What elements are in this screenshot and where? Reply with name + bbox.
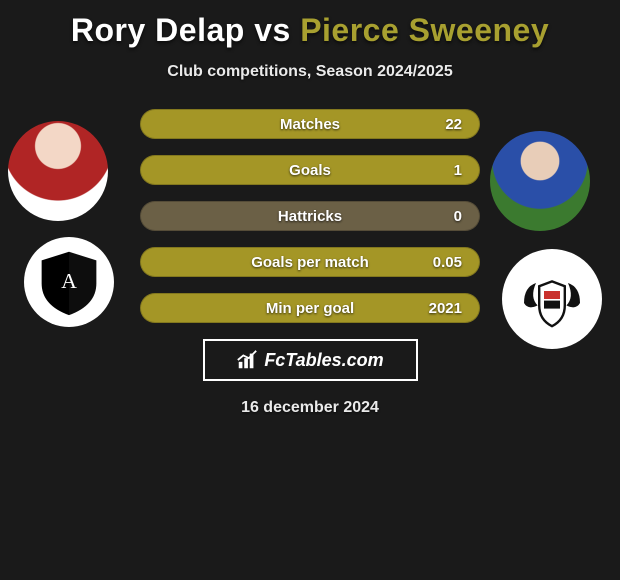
svg-text:A: A xyxy=(61,269,77,293)
player2-avatar xyxy=(490,131,590,231)
stat-bars: Matches 22 Goals 1 Hattricks 0 Goals per… xyxy=(140,109,480,323)
date-text: 16 december 2024 xyxy=(0,399,620,417)
stat-bar-matches: Matches 22 xyxy=(140,109,480,139)
player1-club-crest: A xyxy=(24,237,114,327)
crest-icon xyxy=(512,259,592,339)
page-title: Rory Delap vs Pierce Sweeney xyxy=(0,0,620,49)
stat-bar-goals: Goals 1 xyxy=(140,155,480,185)
bar-chart-icon xyxy=(236,349,258,371)
stat-bar-hattricks: Hattricks 0 xyxy=(140,201,480,231)
stat-label: Min per goal xyxy=(266,300,354,317)
stat-right-value: 0.05 xyxy=(422,254,462,271)
stat-label: Goals per match xyxy=(251,254,369,271)
player1-name: Rory Delap xyxy=(71,12,245,48)
stat-label: Hattricks xyxy=(278,208,342,225)
stat-right-value: 0 xyxy=(422,208,462,225)
brand-text: FcTables.com xyxy=(264,350,383,371)
player2-club-crest xyxy=(502,249,602,349)
stat-right-value: 22 xyxy=(422,116,462,133)
brand-box: FcTables.com xyxy=(203,339,418,381)
stat-bar-min-per-goal: Min per goal 2021 xyxy=(140,293,480,323)
stat-right-value: 1 xyxy=(422,162,462,179)
stat-bar-goals-per-match: Goals per match 0.05 xyxy=(140,247,480,277)
subtitle: Club competitions, Season 2024/2025 xyxy=(0,63,620,81)
stat-right-value: 2021 xyxy=(422,300,462,317)
player2-name: Pierce Sweeney xyxy=(300,12,549,48)
player1-avatar xyxy=(8,121,108,221)
comparison-panel: A Matches 22 Goals 1 Hattricks 0 xyxy=(0,109,620,417)
stat-label: Matches xyxy=(280,116,340,133)
shield-icon: A xyxy=(33,246,105,318)
vs-text: vs xyxy=(254,12,291,48)
stat-label: Goals xyxy=(289,162,331,179)
